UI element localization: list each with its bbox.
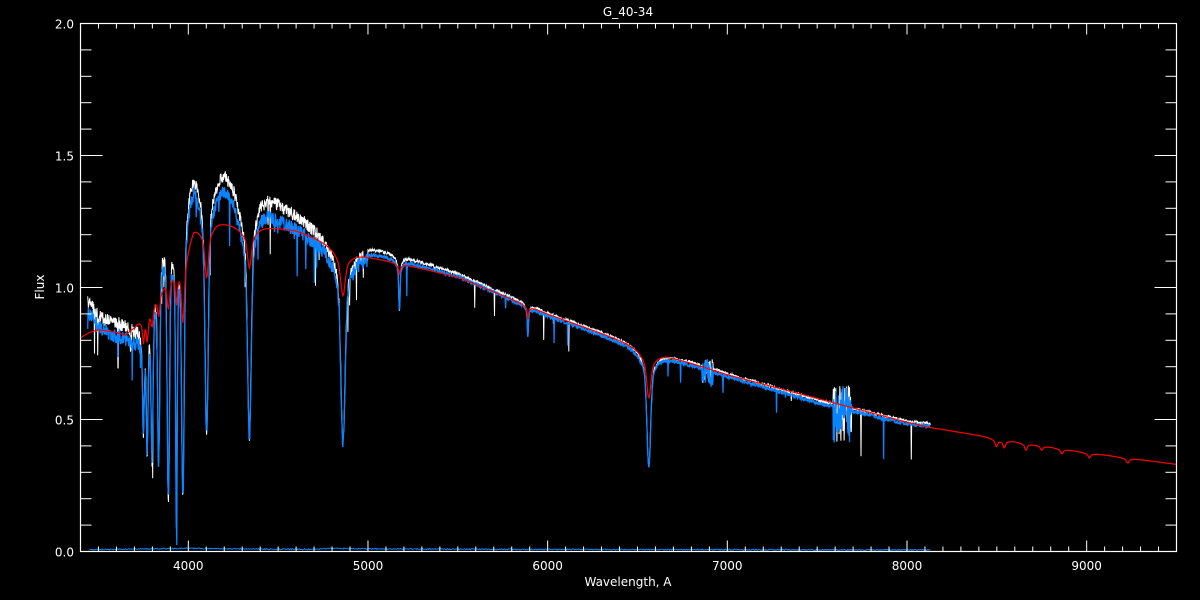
- x-tick-label: 9000: [1071, 559, 1102, 573]
- observed-raw-spectrum-line: [87, 171, 931, 529]
- x-tick-label: 7000: [712, 559, 743, 573]
- plot-frame: [79, 22, 1178, 553]
- chart-title: G_40-34: [603, 5, 653, 19]
- error-spectrum-line: [89, 547, 931, 552]
- x-tick-label: 4000: [173, 559, 204, 573]
- x-tick-label: 5000: [353, 559, 384, 573]
- model-spectrum-line: [80, 224, 1177, 465]
- y-tick-label: 0.5: [55, 414, 74, 428]
- y-tick-label: 0.0: [55, 546, 74, 560]
- y-tick-label: 2.0: [55, 18, 74, 32]
- y-axis-label: Flux: [33, 275, 47, 300]
- y-tick-label: 1.0: [55, 282, 74, 296]
- observed-spectrum-line: [87, 186, 931, 546]
- x-tick-label: 6000: [532, 559, 563, 573]
- axis-ticks: 4000 5000 6000 7000 8000 9000 0.0 0.5 1.0 1.5 2.0: [55, 18, 1177, 573]
- x-tick-label: 8000: [892, 559, 923, 573]
- x-axis-label: Wavelength, A: [584, 575, 672, 589]
- plot-curves: [80, 171, 1177, 552]
- y-tick-label: 1.5: [55, 150, 74, 164]
